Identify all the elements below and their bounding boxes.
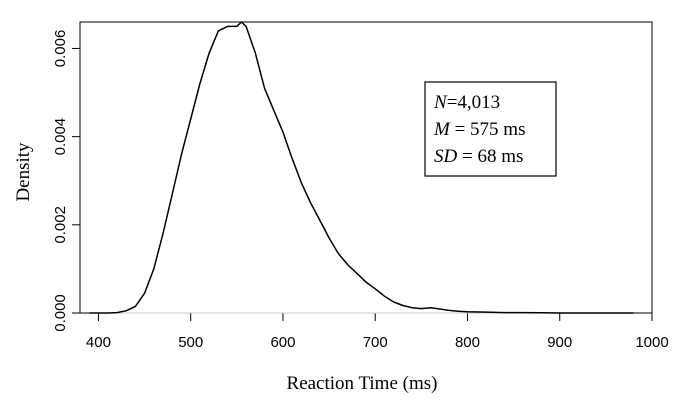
stats-legend-line: SD = 68 ms	[434, 146, 523, 167]
x-tick-label: 900	[547, 334, 572, 351]
plot-area	[79, 21, 653, 314]
stats-legend-line: M = 575 ms	[433, 119, 525, 140]
x-tick-label: 700	[363, 334, 388, 351]
plot-frame	[79, 21, 653, 314]
y-tick-label: 0.002	[52, 206, 69, 244]
stats-legend-line: N=4,013	[433, 92, 500, 113]
x-axis-label: Reaction Time (ms)	[287, 373, 438, 394]
x-tick-label: 500	[178, 334, 203, 351]
x-tick-label: 1000	[635, 334, 668, 351]
x-tick-label: 400	[86, 334, 111, 351]
x-tick-label: 600	[270, 334, 295, 351]
x-tick-label: 800	[455, 334, 480, 351]
y-tick-label: 0.006	[52, 30, 69, 68]
x-axis: 400 500 600 700 800 900 1000	[86, 313, 669, 351]
stats-legend-box	[424, 81, 557, 177]
density-curve	[89, 21, 634, 314]
y-tick-label: 0.004	[52, 118, 69, 156]
y-axis: 0.000 0.002 0.004 0.006	[52, 30, 80, 332]
y-axis-label: Density	[13, 142, 34, 202]
stats-legend: N=4,013 M = 575 ms SD = 68 ms	[424, 81, 557, 177]
y-tick-label: 0.000	[52, 294, 69, 332]
